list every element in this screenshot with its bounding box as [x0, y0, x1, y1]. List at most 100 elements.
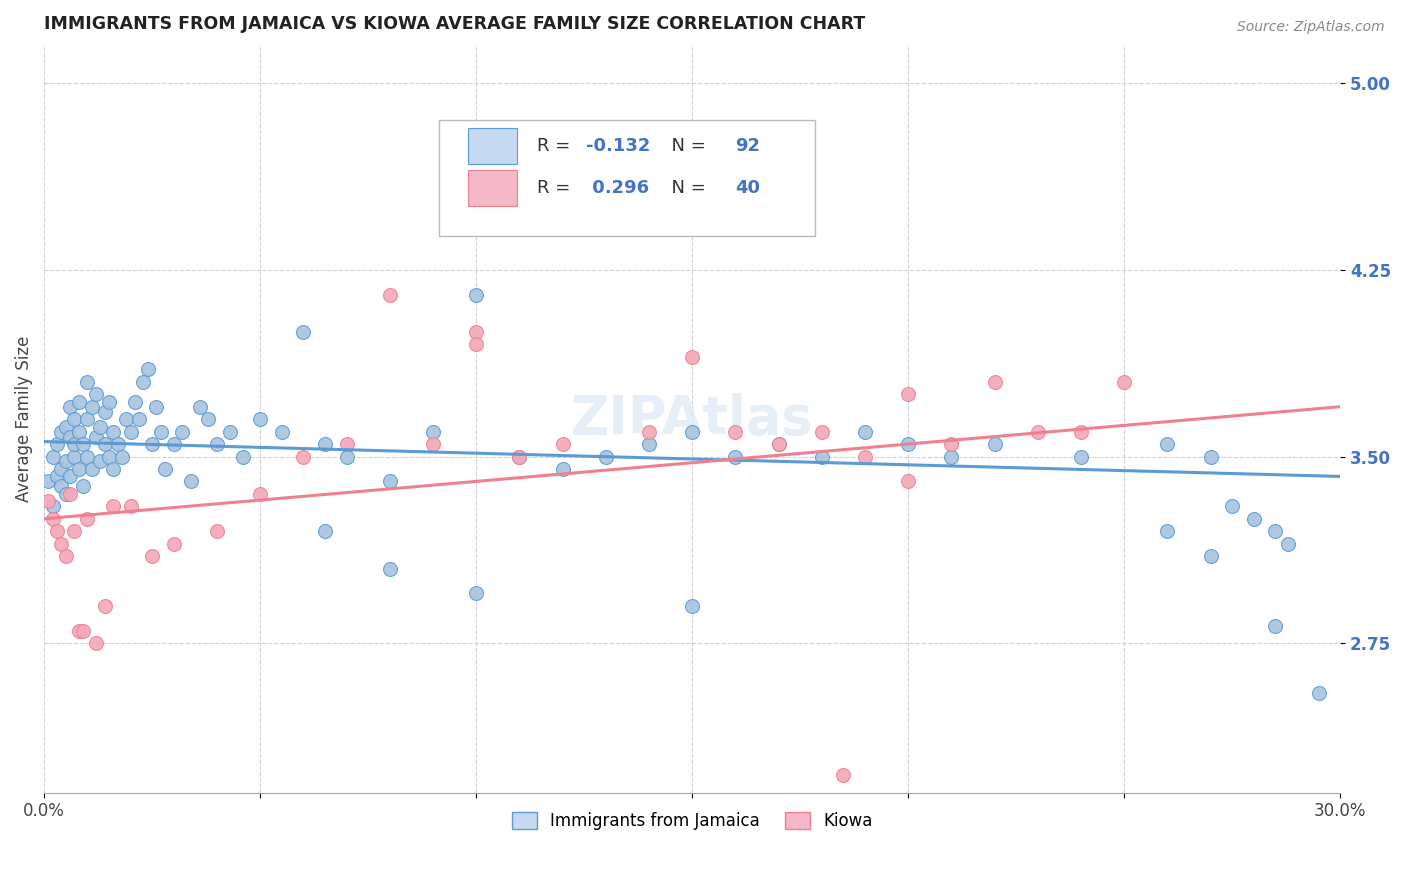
- Y-axis label: Average Family Size: Average Family Size: [15, 336, 32, 502]
- Point: [46, 469, 69, 483]
- Point: [72, 624, 94, 638]
- Point: [51, 479, 73, 493]
- Point: [46, 524, 69, 539]
- Point: [97, 394, 120, 409]
- Point: [63, 524, 86, 539]
- Point: [205, 437, 228, 451]
- Point: [93, 599, 115, 613]
- Point: [681, 599, 703, 613]
- Point: [67, 462, 90, 476]
- Point: [72, 437, 94, 451]
- Point: [141, 549, 163, 563]
- Point: [153, 462, 176, 476]
- Point: [76, 375, 98, 389]
- Text: N =: N =: [659, 179, 711, 197]
- Text: 0.296: 0.296: [586, 179, 650, 197]
- Point: [42, 450, 65, 464]
- Point: [1114, 375, 1136, 389]
- Point: [832, 768, 855, 782]
- Point: [132, 375, 155, 389]
- Point: [1156, 437, 1178, 451]
- Point: [724, 425, 747, 439]
- Point: [1026, 425, 1049, 439]
- Point: [51, 536, 73, 550]
- Point: [335, 450, 357, 464]
- Point: [218, 425, 240, 439]
- Point: [141, 437, 163, 451]
- Point: [465, 325, 488, 339]
- Point: [63, 450, 86, 464]
- Text: -0.132: -0.132: [586, 136, 650, 155]
- Point: [1199, 450, 1222, 464]
- Point: [67, 394, 90, 409]
- Point: [465, 586, 488, 600]
- Point: [188, 400, 211, 414]
- Point: [941, 450, 963, 464]
- Point: [128, 412, 150, 426]
- Point: [46, 437, 69, 451]
- Point: [983, 375, 1005, 389]
- Point: [67, 425, 90, 439]
- Point: [378, 475, 401, 489]
- Point: [508, 450, 530, 464]
- Point: [378, 561, 401, 575]
- FancyBboxPatch shape: [468, 170, 517, 206]
- Point: [1199, 549, 1222, 563]
- Legend: Immigrants from Jamaica, Kiowa: Immigrants from Jamaica, Kiowa: [505, 805, 879, 837]
- Point: [59, 400, 82, 414]
- Point: [638, 437, 661, 451]
- Point: [63, 437, 86, 451]
- Point: [314, 524, 336, 539]
- Point: [232, 450, 254, 464]
- Point: [115, 412, 138, 426]
- Point: [551, 437, 574, 451]
- Text: 92: 92: [735, 136, 759, 155]
- Point: [111, 450, 134, 464]
- Point: [378, 287, 401, 301]
- Text: N =: N =: [659, 136, 711, 155]
- Point: [163, 437, 186, 451]
- Point: [1243, 512, 1265, 526]
- Point: [1308, 686, 1330, 700]
- Point: [292, 450, 315, 464]
- Point: [465, 287, 488, 301]
- Point: [55, 454, 77, 468]
- Point: [180, 475, 202, 489]
- Point: [335, 437, 357, 451]
- Point: [149, 425, 172, 439]
- Point: [595, 450, 617, 464]
- Point: [76, 412, 98, 426]
- Point: [63, 412, 86, 426]
- Point: [768, 437, 790, 451]
- Point: [1264, 524, 1286, 539]
- Point: [422, 437, 444, 451]
- Point: [89, 419, 111, 434]
- Point: [120, 500, 142, 514]
- Point: [59, 469, 82, 483]
- Point: [249, 412, 271, 426]
- Text: R =: R =: [537, 179, 575, 197]
- Point: [93, 437, 115, 451]
- Point: [145, 400, 167, 414]
- Point: [768, 437, 790, 451]
- Point: [37, 475, 59, 489]
- Point: [941, 437, 963, 451]
- Point: [249, 487, 271, 501]
- Point: [80, 400, 103, 414]
- Point: [681, 350, 703, 364]
- Point: [84, 387, 107, 401]
- Point: [508, 450, 530, 464]
- Point: [197, 412, 219, 426]
- Point: [76, 450, 98, 464]
- Point: [1156, 524, 1178, 539]
- Point: [59, 429, 82, 443]
- Point: [55, 419, 77, 434]
- Point: [897, 475, 920, 489]
- Point: [37, 494, 59, 508]
- Point: [67, 624, 90, 638]
- Point: [810, 450, 832, 464]
- Point: [1220, 500, 1243, 514]
- Point: [107, 437, 129, 451]
- Point: [80, 462, 103, 476]
- Point: [97, 450, 120, 464]
